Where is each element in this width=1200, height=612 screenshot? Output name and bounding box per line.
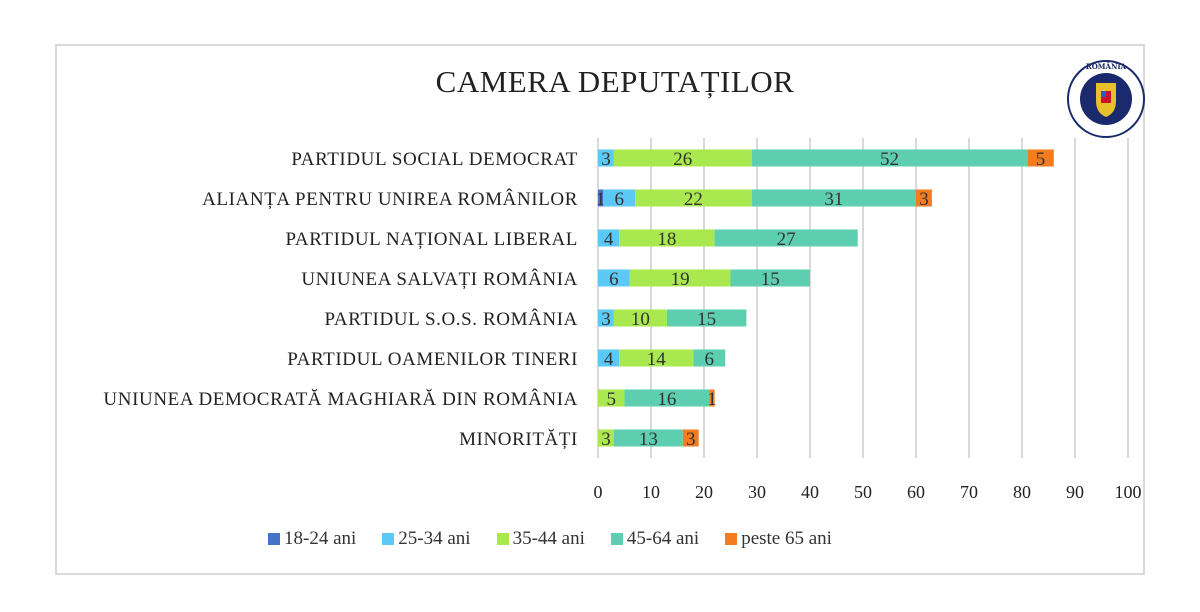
data-label: 3 (686, 429, 696, 450)
category-label: PARTIDUL NAȚIONAL LIBERAL (285, 229, 578, 250)
data-label: 18 (657, 229, 676, 250)
legend-label: 25-34 ani (398, 528, 471, 549)
bar-segment (613, 309, 667, 327)
x-tick-label: 90 (1066, 482, 1084, 502)
bar-segment (635, 189, 752, 207)
bar-segment (693, 349, 726, 367)
legend-item: peste 65 ani (725, 528, 832, 550)
bar-segment (598, 229, 620, 247)
data-label: 1 (596, 189, 606, 210)
legend-label: 45-64 ani (626, 528, 700, 549)
chart-title: CAMERA DEPUTAȚILOR (435, 64, 795, 99)
legend-swatch (610, 533, 623, 545)
data-label: 6 (609, 269, 619, 290)
data-label: 52 (880, 149, 899, 170)
legend-item: 45-64 ani (610, 528, 700, 550)
bar-segment (624, 389, 710, 407)
data-label: 6 (614, 189, 624, 210)
bar-segment (714, 229, 858, 247)
legend-item: 18-24 ani (268, 528, 356, 550)
legend-label: peste 65 ani (741, 528, 832, 549)
bar-segment (598, 189, 604, 207)
legend-label: 35-44 ani (512, 528, 585, 549)
x-tick-label: 100 (1115, 482, 1142, 502)
category-label: PARTIDUL OAMENILOR TINERI (287, 349, 578, 370)
x-tick-label: 20 (695, 482, 713, 502)
x-tick-label: 80 (1013, 482, 1031, 502)
x-tick-label: 0 (594, 482, 603, 502)
legend-item: 25-34 ani (382, 528, 471, 550)
legend-swatch (382, 533, 395, 545)
data-label: 3 (601, 429, 611, 450)
data-label: 27 (777, 229, 796, 250)
data-label: 3 (601, 309, 611, 330)
data-label: 16 (657, 389, 676, 410)
chart-card (55, 44, 1145, 575)
data-label: 14 (647, 349, 667, 370)
category-label: UNIUNEA DEMOCRATĂ MAGHIARĂ DIN ROMÂNIA (103, 388, 578, 410)
legend-swatch (268, 533, 280, 545)
data-label: 3 (919, 189, 929, 210)
legend-swatch (725, 533, 738, 545)
category-label: MINORITĂȚI (459, 429, 578, 450)
data-label: 15 (761, 269, 780, 290)
data-label: 10 (631, 309, 650, 330)
bar-segment (666, 309, 747, 327)
data-label: 31 (824, 189, 843, 210)
bar-segment (598, 269, 630, 287)
legend-item: 35-44 ani (496, 528, 585, 550)
data-label: 4 (604, 349, 614, 370)
bar-segment (751, 189, 916, 207)
aep-seal-logo: ROMÂNIA (1067, 60, 1145, 138)
bar-segment (682, 429, 699, 447)
bar-segment (709, 389, 715, 407)
bar-segment (603, 189, 636, 207)
svg-text:ROMÂNIA: ROMÂNIA (1086, 62, 1127, 71)
data-label: 1 (707, 389, 717, 410)
bar-segment (1027, 149, 1054, 167)
bar-segment (751, 149, 1028, 167)
x-tick-label: 30 (748, 482, 766, 502)
legend-label: 18-24 ani (284, 528, 357, 549)
legend: 18-24 ani 25-34 ani 35-44 ani 45-64 ani pest… (268, 528, 832, 550)
bar-segment (613, 429, 683, 447)
data-label: 22 (684, 189, 703, 210)
category-label: PARTIDUL S.O.S. ROMÂNIA (324, 308, 578, 330)
data-label: 6 (705, 349, 715, 370)
bar-segment (598, 149, 614, 167)
data-label: 5 (607, 389, 617, 410)
bar-segment (598, 429, 614, 447)
x-tick-label: 50 (854, 482, 872, 502)
x-tick-label: 60 (907, 482, 925, 502)
category-label: PARTIDUL SOCIAL DEMOCRAT (291, 149, 578, 170)
bar-segment (730, 269, 810, 287)
bar-segment (619, 349, 694, 367)
x-tick-label: 10 (642, 482, 660, 502)
data-label: 26 (673, 149, 692, 170)
data-label: 19 (671, 269, 690, 290)
bar-segment (619, 229, 715, 247)
bar-segment (598, 309, 614, 327)
bar-segment (598, 349, 620, 367)
data-label: 3 (601, 149, 611, 170)
legend-swatch (496, 533, 509, 545)
data-label: 5 (1036, 149, 1046, 170)
bar-segment (916, 189, 932, 207)
bar-segment (629, 269, 731, 287)
data-label: 15 (697, 309, 716, 330)
bar-segment (598, 389, 625, 407)
category-label: UNIUNEA SALVAȚI ROMÂNIA (301, 268, 578, 290)
data-label: 4 (604, 229, 614, 250)
category-label: ALIANȚA PENTRU UNIREA ROMÂNILOR (202, 188, 578, 210)
bar-segment (613, 149, 752, 167)
x-tick-label: 40 (801, 482, 819, 502)
x-tick-label: 70 (960, 482, 978, 502)
data-label: 13 (639, 429, 658, 450)
